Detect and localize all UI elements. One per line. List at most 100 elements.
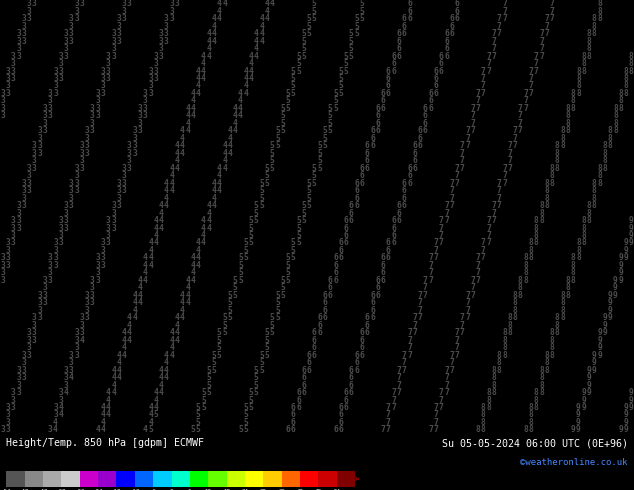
Text: 6: 6 [391,246,396,255]
Text: 3: 3 [11,59,16,68]
Text: 4: 4 [164,134,169,143]
Text: 9: 9 [613,209,618,218]
Text: 8: 8 [608,194,612,203]
Text: 5: 5 [280,164,285,173]
Text: 3: 3 [32,194,37,203]
Text: 5: 5 [339,22,343,31]
Text: 5: 5 [269,119,275,128]
Text: 7: 7 [450,276,454,285]
Text: 7: 7 [386,358,391,367]
Text: 3: 3 [22,171,26,180]
Text: 5: 5 [312,216,317,225]
Text: 4: 4 [153,283,158,293]
Text: 3: 3 [111,164,116,173]
Text: 9: 9 [581,358,586,367]
Text: 6: 6 [280,388,285,397]
Text: 5: 5 [296,67,301,75]
Text: 3: 3 [148,111,153,121]
Text: 5: 5 [269,141,275,150]
Text: 3: 3 [48,7,53,16]
Text: 3: 3 [85,7,89,16]
Text: 6: 6 [412,22,417,31]
Text: 8: 8 [539,253,544,263]
Text: 4: 4 [153,164,158,173]
Text: 7: 7 [428,411,433,419]
Text: 4: 4 [111,425,116,435]
Text: 7: 7 [486,67,491,75]
Text: 4: 4 [164,104,169,113]
Text: 9: 9 [597,283,602,293]
Text: 3: 3 [117,104,121,113]
Text: 9: 9 [629,201,634,210]
Text: 9: 9 [602,283,607,293]
Text: 3: 3 [11,395,16,405]
Text: 5: 5 [249,149,254,158]
Text: 8: 8 [566,298,571,307]
Text: 8: 8 [608,14,612,23]
Text: 6: 6 [307,336,311,344]
Text: 7: 7 [518,171,523,180]
Text: 9: 9 [586,291,592,300]
Text: 8: 8 [560,246,565,255]
Text: 3: 3 [42,411,48,419]
Text: 5: 5 [285,261,290,270]
Text: 9: 9 [629,223,634,233]
Text: 4: 4 [222,89,227,98]
Text: 7: 7 [407,291,412,300]
Text: 3: 3 [122,156,127,165]
Text: 8: 8 [576,223,581,233]
Text: 3: 3 [0,89,5,98]
Text: 3: 3 [16,373,21,382]
Text: 4: 4 [206,104,211,113]
Text: 4: 4 [190,97,195,105]
Text: 8: 8 [597,51,602,61]
Text: 7: 7 [545,59,549,68]
Text: 3: 3 [143,81,148,91]
Text: 4: 4 [228,97,232,105]
Text: 5: 5 [333,59,338,68]
Text: 6: 6 [285,411,290,419]
Text: 7: 7 [434,351,438,360]
Text: 3: 3 [85,231,89,240]
Text: 8: 8 [534,313,539,322]
Text: 7: 7 [344,425,349,435]
Text: 8: 8 [550,321,555,330]
Text: 5: 5 [169,373,174,382]
Text: 4: 4 [148,381,153,390]
Text: 9: 9 [597,261,602,270]
Text: 3: 3 [0,239,5,247]
Text: 3: 3 [32,186,37,195]
Text: 3: 3 [158,7,164,16]
Text: 7: 7 [349,411,354,419]
Text: 4: 4 [79,425,84,435]
Text: 5: 5 [212,373,216,382]
Text: 4: 4 [117,395,121,405]
Text: 6: 6 [375,223,380,233]
Text: 8: 8 [507,343,512,352]
Text: 4: 4 [133,313,137,322]
Text: 4: 4 [212,171,216,180]
Text: 7: 7 [497,253,501,263]
Text: 9: 9 [608,395,612,405]
Text: 5: 5 [212,321,216,330]
Text: 3: 3 [133,89,137,98]
Text: 4: 4 [233,149,238,158]
Text: 6: 6 [407,74,412,83]
Text: 4: 4 [95,373,100,382]
Text: 4: 4 [169,179,174,188]
Text: 5: 5 [269,246,275,255]
Text: 7: 7 [439,388,444,397]
Text: 7: 7 [491,201,496,210]
Text: 6: 6 [396,67,401,75]
Text: 5: 5 [317,179,322,188]
Text: 5: 5 [269,306,275,315]
Text: 7: 7 [444,291,449,300]
Text: 4: 4 [169,291,174,300]
Text: 5: 5 [254,231,259,240]
Text: 6: 6 [359,104,365,113]
Text: 3: 3 [143,67,148,75]
Text: 5: 5 [206,306,211,315]
Text: 6: 6 [312,418,317,427]
Text: 7: 7 [444,313,449,322]
Text: 8: 8 [455,403,460,412]
